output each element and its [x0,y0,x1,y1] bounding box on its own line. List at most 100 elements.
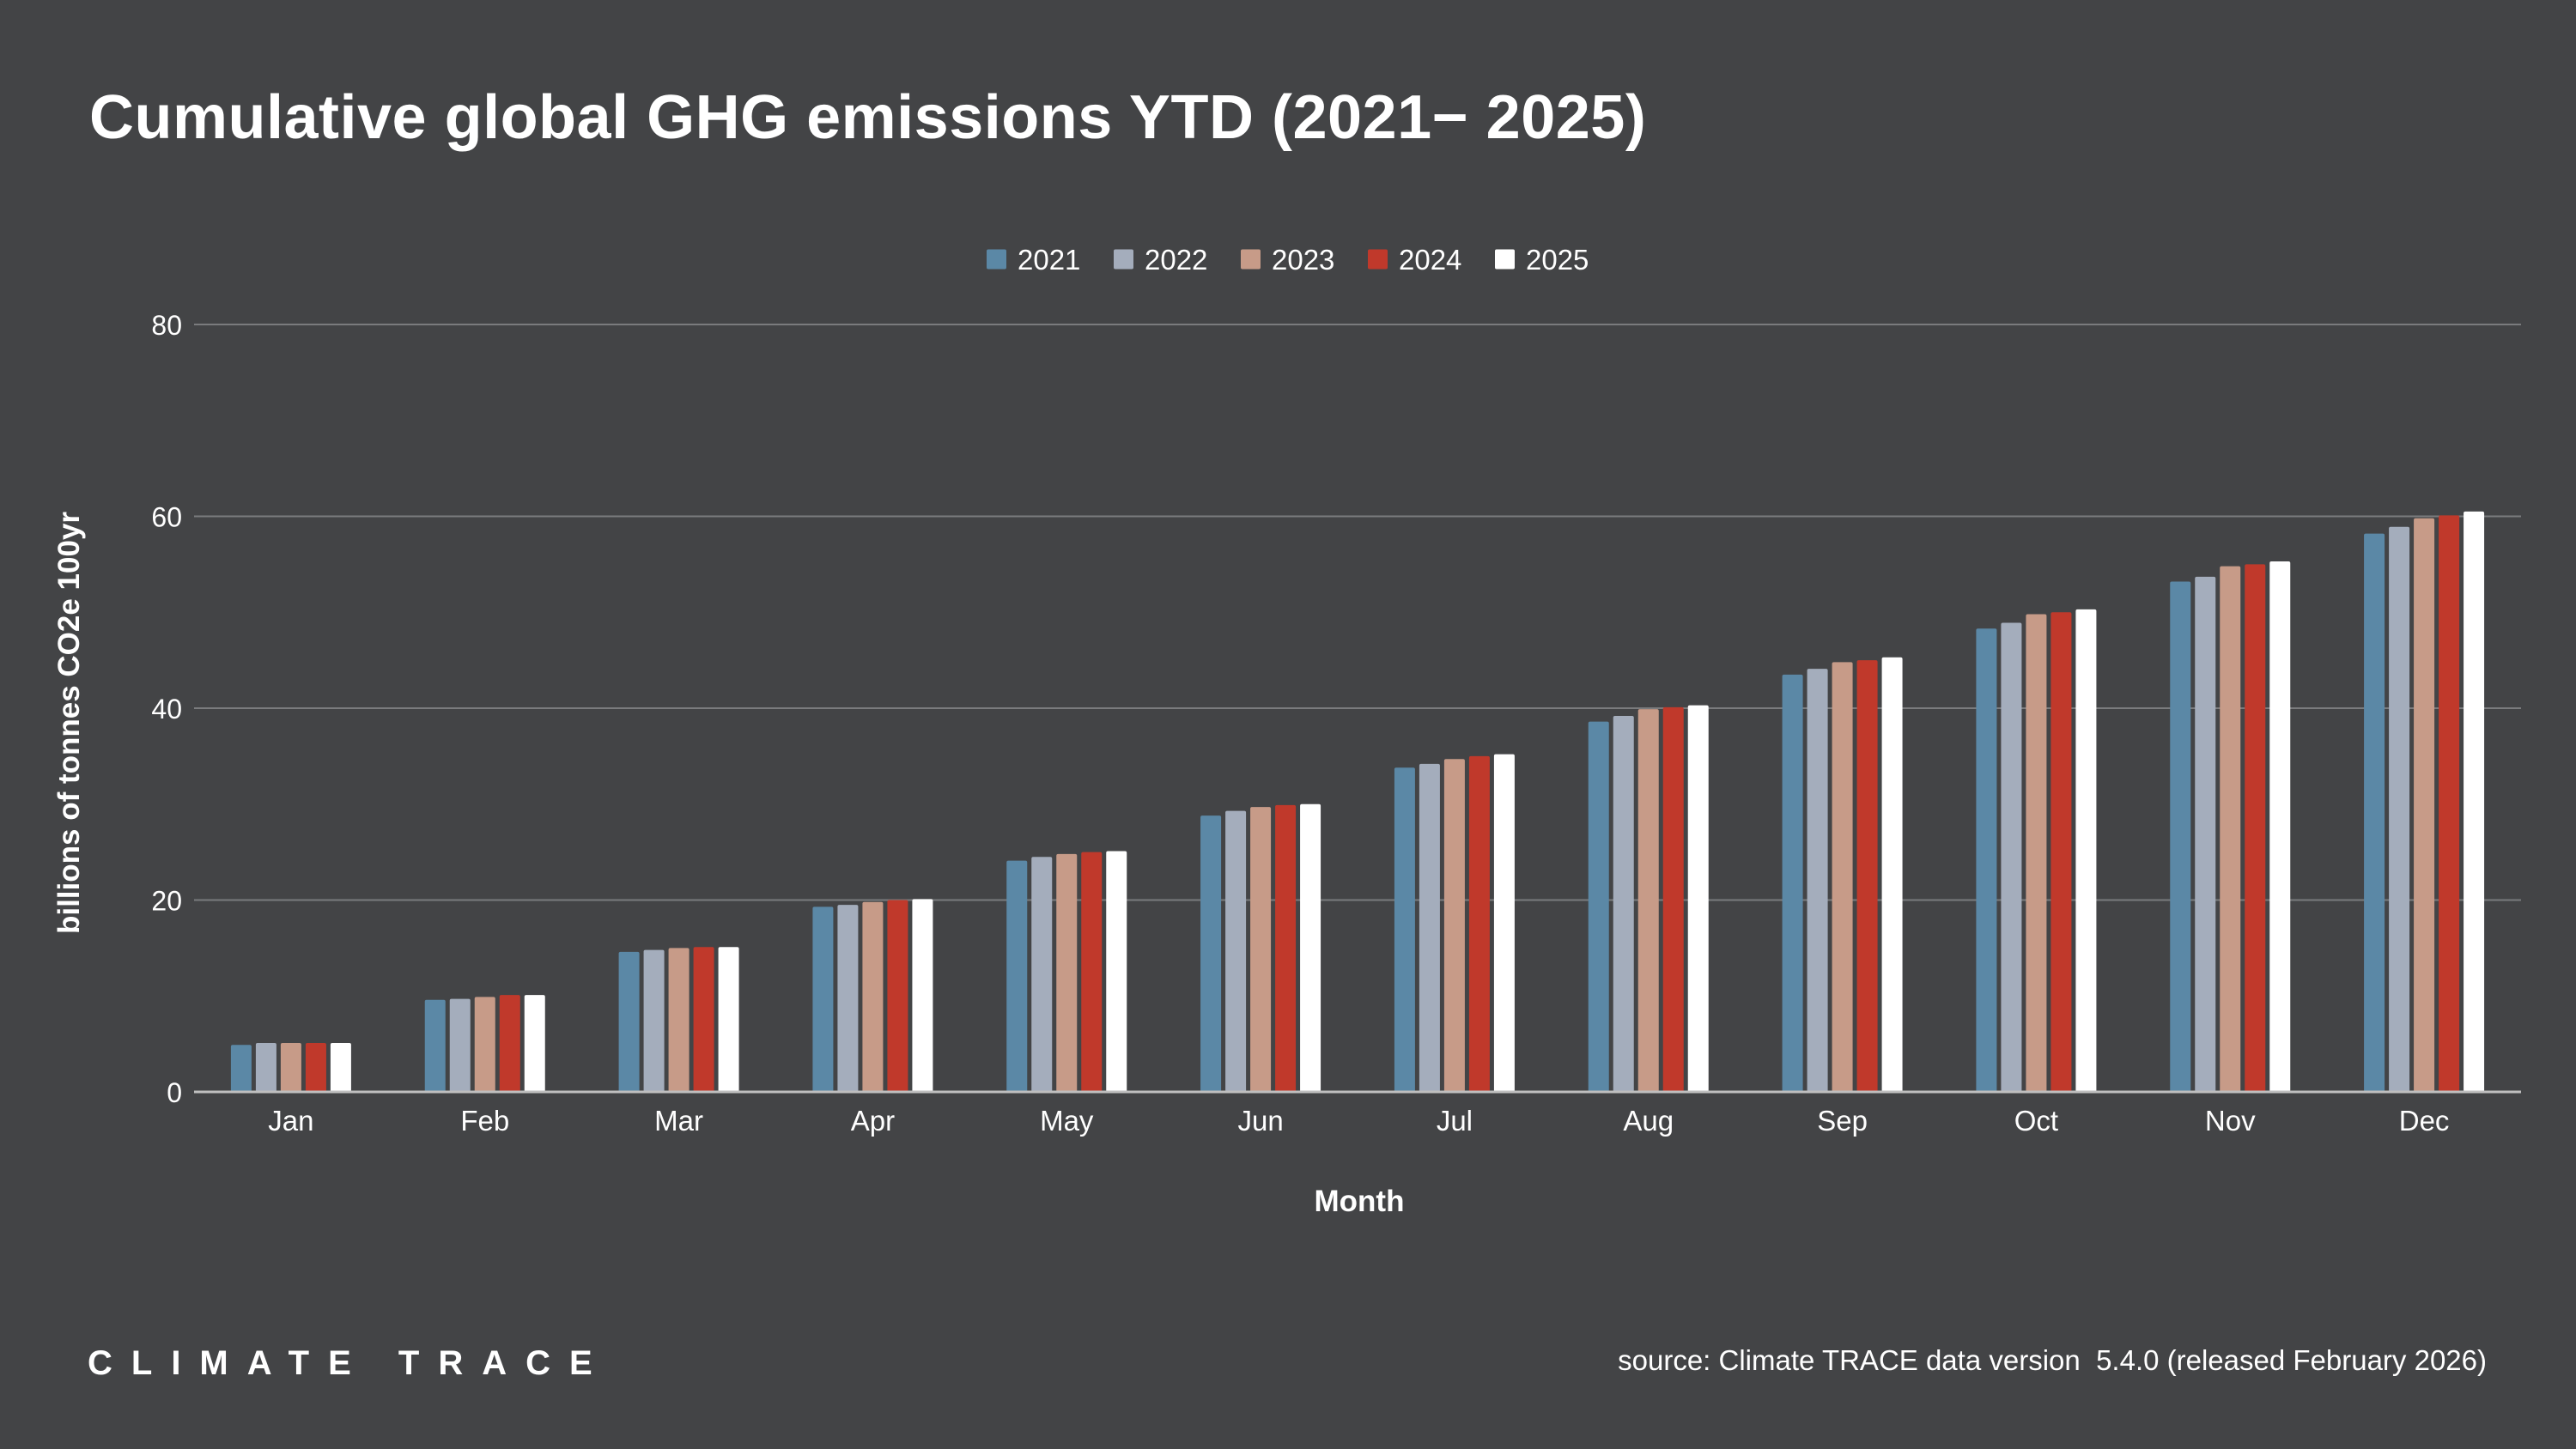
bar-2025-oct [2075,609,2097,1092]
x-tick-label: Jul [1437,1105,1473,1137]
x-tick-label: Jun [1237,1105,1283,1137]
source-note: source: Climate TRACE data version 5.4.0… [1618,1344,2487,1376]
bar-2023-mar [668,948,690,1092]
bar-2025-aug [1687,705,1709,1092]
bar-2021-nov [2170,581,2191,1092]
legend-label: 2021 [1018,244,1080,276]
x-tick-label: Jan [268,1105,313,1137]
bar-2023-jul [1443,759,1465,1092]
bar-2025-nov [2269,561,2291,1092]
legend-swatch [1368,249,1388,270]
x-tick-label: May [1040,1105,1094,1137]
bar-2025-sep [1881,657,1903,1092]
bar-2025-jun [1300,803,1321,1092]
bar-2022-mar [643,949,665,1092]
bar-2022-aug [1613,715,1634,1092]
legend-swatch [1495,249,1515,270]
bar-2021-aug [1588,721,1609,1092]
bar-2025-dec [2464,511,2485,1092]
x-tick-label: Nov [2205,1105,2256,1137]
bar-2024-apr [887,900,908,1092]
legend-item-2022[interactable]: 2022 [1114,244,1207,276]
gridlines [194,324,2521,901]
bar-2024-jul [1468,755,1490,1092]
y-tick-label: 80 [151,310,182,341]
chart-title: Cumulative global GHG emissions YTD (202… [89,83,1647,152]
bar-2023-nov [2220,566,2241,1092]
bar-2022-jun [1225,810,1247,1092]
x-tick-label: Apr [851,1105,895,1137]
bar-2023-oct [2026,614,2047,1092]
bar-2024-oct [2050,612,2072,1092]
bar-2021-sep [1782,674,1803,1092]
y-tick-label: 20 [151,886,182,917]
y-axis: 0 20 40 60 80 [151,310,182,1108]
legend-swatch [987,249,1006,270]
y-axis-title: billions of tonnes CO2e 100yr [52,512,86,934]
bar-2021-jul [1394,767,1415,1092]
bar-2024-may [1081,852,1103,1092]
bar-2022-may [1031,857,1053,1092]
bar-2025-jul [1493,754,1515,1092]
bar-2022-dec [2389,526,2410,1092]
y-tick-label: 40 [151,694,182,724]
bar-2022-jul [1419,763,1440,1092]
bar-2023-sep [1832,662,1853,1092]
x-tick-label: Mar [654,1105,703,1137]
y-tick-label: 0 [167,1077,182,1108]
bar-2021-jun [1200,815,1222,1092]
legend-item-2023[interactable]: 2023 [1241,244,1334,276]
x-tick-label: Sep [1817,1105,1868,1137]
bar-2024-jan [305,1043,326,1092]
bars [230,511,2485,1092]
bar-2021-apr [812,906,834,1092]
bar-2025-jan [330,1043,351,1092]
bar-2025-mar [718,947,739,1092]
bar-2022-sep [1807,669,1828,1092]
x-axis: Jan Feb Mar Apr May Jun Jul Aug Sep Oct Nov Dec [194,1090,2521,1137]
bar-2022-oct [2001,622,2022,1092]
bar-2023-feb [474,997,495,1092]
brand-logo: CLIMATE TRACE [88,1344,611,1382]
bar-2022-nov [2195,576,2216,1092]
legend-swatch [1114,249,1133,270]
bar-2021-may [1006,860,1028,1092]
x-tick-label: Feb [460,1105,509,1137]
bar-2025-apr [912,899,933,1092]
bar-2021-oct [1976,628,1997,1092]
bar-2023-may [1056,853,1078,1092]
legend-label: 2022 [1145,244,1207,276]
bar-2023-aug [1637,709,1659,1092]
legend: 2021 2022 2023 2024 2025 [987,244,1589,276]
legend-label: 2023 [1272,244,1334,276]
bar-2025-may [1106,851,1127,1092]
bar-2023-jun [1250,807,1272,1092]
x-tick-label: Dec [2399,1105,2450,1137]
bar-2021-feb [424,999,446,1092]
x-tick-label: Oct [2014,1105,2058,1137]
legend-item-2025[interactable]: 2025 [1495,244,1589,276]
legend-label: 2024 [1399,244,1461,276]
bar-2021-mar [618,951,640,1092]
bar-2021-dec [2364,533,2385,1092]
bar-2023-dec [2414,518,2435,1092]
bar-2022-jan [255,1043,276,1092]
y-tick-label: 60 [151,502,182,533]
bar-2023-apr [862,901,884,1092]
bar-2023-jan [280,1043,301,1092]
legend-swatch [1241,249,1261,270]
bar-2024-feb [499,995,520,1092]
legend-item-2021[interactable]: 2021 [987,244,1080,276]
bar-2024-aug [1662,706,1684,1092]
bar-2025-feb [524,995,545,1092]
legend-item-2024[interactable]: 2024 [1368,244,1461,276]
bar-2022-feb [449,998,471,1092]
bar-2024-jun [1275,804,1297,1092]
bar-2024-nov [2245,564,2266,1092]
bar-2024-mar [693,947,714,1092]
bar-2022-apr [837,905,859,1092]
bar-2021-jan [230,1045,252,1092]
bar-2024-dec [2439,515,2460,1092]
